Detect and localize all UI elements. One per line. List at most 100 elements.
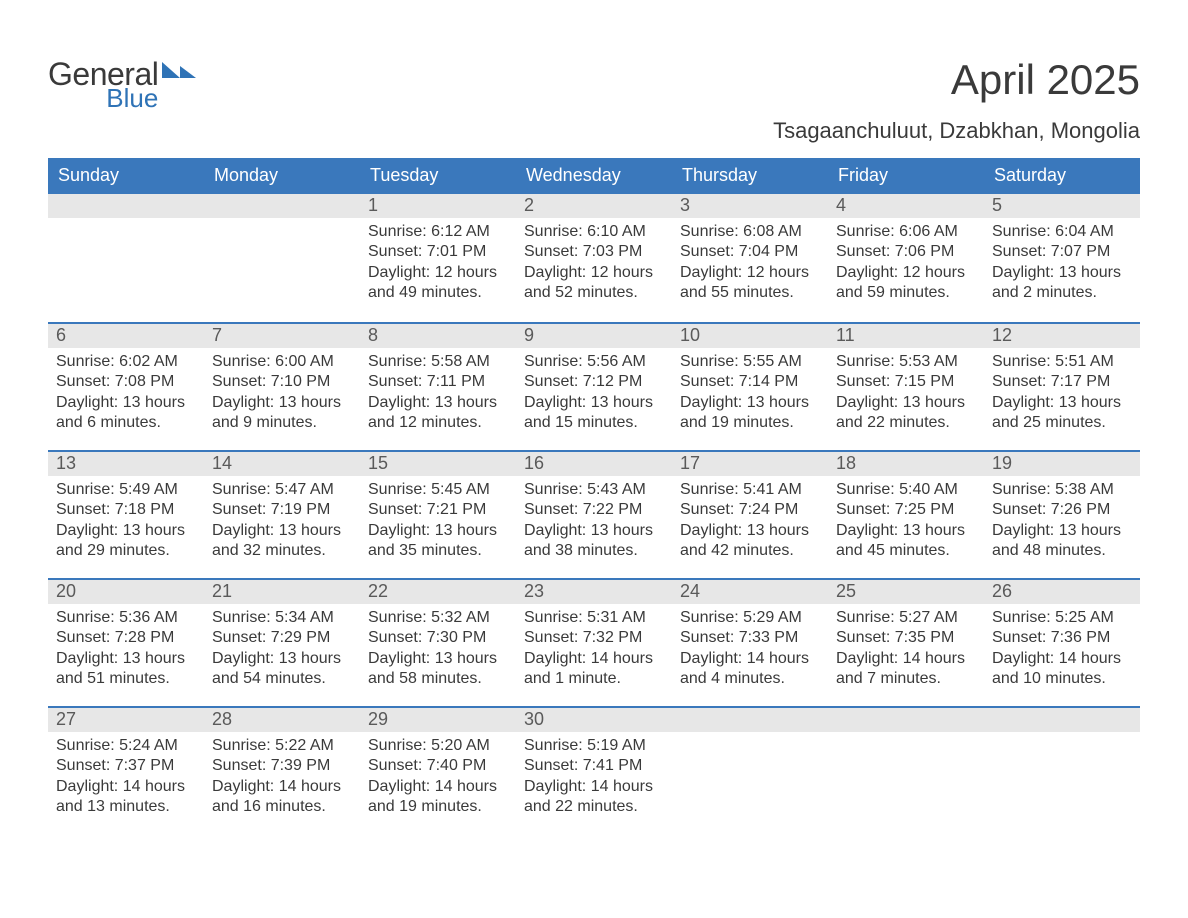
day-number: 8	[360, 324, 516, 348]
day-number: 23	[516, 580, 672, 604]
day-body: Sunrise: 5:41 AMSunset: 7:24 PMDaylight:…	[672, 476, 828, 574]
calendar-day	[48, 194, 204, 322]
day-body: Sunrise: 6:00 AMSunset: 7:10 PMDaylight:…	[204, 348, 360, 446]
sunrise-line: Sunrise: 5:53 AM	[836, 352, 976, 372]
day-body: Sunrise: 5:25 AMSunset: 7:36 PMDaylight:…	[984, 604, 1140, 702]
sunset-line: Sunset: 7:11 PM	[368, 372, 508, 392]
calendar-day: 25Sunrise: 5:27 AMSunset: 7:35 PMDayligh…	[828, 580, 984, 706]
sunrise-line: Sunrise: 5:20 AM	[368, 736, 508, 756]
calendar-day: 30Sunrise: 5:19 AMSunset: 7:41 PMDayligh…	[516, 708, 672, 834]
day-body: Sunrise: 5:51 AMSunset: 7:17 PMDaylight:…	[984, 348, 1140, 446]
weekday-header: Wednesday	[516, 158, 672, 194]
calendar-day	[204, 194, 360, 322]
day-number: 24	[672, 580, 828, 604]
daylight-line: Daylight: 14 hours and 22 minutes.	[524, 777, 664, 818]
weekday-header: Thursday	[672, 158, 828, 194]
logo-flag-icon	[162, 60, 196, 89]
calendar-day: 21Sunrise: 5:34 AMSunset: 7:29 PMDayligh…	[204, 580, 360, 706]
sunrise-line: Sunrise: 6:00 AM	[212, 352, 352, 372]
sunrise-line: Sunrise: 5:49 AM	[56, 480, 196, 500]
calendar-week: 1Sunrise: 6:12 AMSunset: 7:01 PMDaylight…	[48, 194, 1140, 322]
daylight-line: Daylight: 13 hours and 45 minutes.	[836, 521, 976, 562]
location-subtitle: Tsagaanchuluut, Dzabkhan, Mongolia	[773, 118, 1140, 144]
day-body: Sunrise: 5:40 AMSunset: 7:25 PMDaylight:…	[828, 476, 984, 574]
day-body: Sunrise: 5:58 AMSunset: 7:11 PMDaylight:…	[360, 348, 516, 446]
sunrise-line: Sunrise: 5:31 AM	[524, 608, 664, 628]
daylight-line: Daylight: 14 hours and 4 minutes.	[680, 649, 820, 690]
sunrise-line: Sunrise: 5:19 AM	[524, 736, 664, 756]
day-number: 7	[204, 324, 360, 348]
day-body: Sunrise: 5:29 AMSunset: 7:33 PMDaylight:…	[672, 604, 828, 702]
weekday-header: Sunday	[48, 158, 204, 194]
sunset-line: Sunset: 7:06 PM	[836, 242, 976, 262]
sunrise-line: Sunrise: 6:04 AM	[992, 222, 1132, 242]
day-body: Sunrise: 6:04 AMSunset: 7:07 PMDaylight:…	[984, 218, 1140, 316]
day-body: Sunrise: 5:45 AMSunset: 7:21 PMDaylight:…	[360, 476, 516, 574]
daylight-line: Daylight: 13 hours and 12 minutes.	[368, 393, 508, 434]
day-body	[828, 732, 984, 748]
day-number	[48, 194, 204, 218]
sunset-line: Sunset: 7:30 PM	[368, 628, 508, 648]
calendar-day: 13Sunrise: 5:49 AMSunset: 7:18 PMDayligh…	[48, 452, 204, 578]
calendar-day: 4Sunrise: 6:06 AMSunset: 7:06 PMDaylight…	[828, 194, 984, 322]
daylight-line: Daylight: 13 hours and 48 minutes.	[992, 521, 1132, 562]
day-body: Sunrise: 5:55 AMSunset: 7:14 PMDaylight:…	[672, 348, 828, 446]
day-number: 15	[360, 452, 516, 476]
calendar-day: 29Sunrise: 5:20 AMSunset: 7:40 PMDayligh…	[360, 708, 516, 834]
sunrise-line: Sunrise: 5:29 AM	[680, 608, 820, 628]
day-number: 16	[516, 452, 672, 476]
sunset-line: Sunset: 7:24 PM	[680, 500, 820, 520]
sunrise-line: Sunrise: 5:34 AM	[212, 608, 352, 628]
day-body: Sunrise: 5:20 AMSunset: 7:40 PMDaylight:…	[360, 732, 516, 830]
day-number: 30	[516, 708, 672, 732]
daylight-line: Daylight: 14 hours and 16 minutes.	[212, 777, 352, 818]
sunrise-line: Sunrise: 5:32 AM	[368, 608, 508, 628]
day-number: 28	[204, 708, 360, 732]
day-body: Sunrise: 5:19 AMSunset: 7:41 PMDaylight:…	[516, 732, 672, 830]
day-body: Sunrise: 5:32 AMSunset: 7:30 PMDaylight:…	[360, 604, 516, 702]
sunrise-line: Sunrise: 6:06 AM	[836, 222, 976, 242]
calendar-body: 1Sunrise: 6:12 AMSunset: 7:01 PMDaylight…	[48, 194, 1140, 834]
sunset-line: Sunset: 7:14 PM	[680, 372, 820, 392]
sunset-line: Sunset: 7:01 PM	[368, 242, 508, 262]
sunrise-line: Sunrise: 5:58 AM	[368, 352, 508, 372]
day-number: 18	[828, 452, 984, 476]
sunrise-line: Sunrise: 5:24 AM	[56, 736, 196, 756]
day-body: Sunrise: 5:27 AMSunset: 7:35 PMDaylight:…	[828, 604, 984, 702]
calendar-day: 20Sunrise: 5:36 AMSunset: 7:28 PMDayligh…	[48, 580, 204, 706]
sunset-line: Sunset: 7:40 PM	[368, 756, 508, 776]
sunrise-line: Sunrise: 5:22 AM	[212, 736, 352, 756]
calendar-day: 6Sunrise: 6:02 AMSunset: 7:08 PMDaylight…	[48, 324, 204, 450]
sunset-line: Sunset: 7:29 PM	[212, 628, 352, 648]
sunrise-line: Sunrise: 6:08 AM	[680, 222, 820, 242]
calendar-week: 20Sunrise: 5:36 AMSunset: 7:28 PMDayligh…	[48, 578, 1140, 706]
day-number	[984, 708, 1140, 732]
weekday-header: Friday	[828, 158, 984, 194]
day-body: Sunrise: 5:24 AMSunset: 7:37 PMDaylight:…	[48, 732, 204, 830]
weekday-header: Tuesday	[360, 158, 516, 194]
daylight-line: Daylight: 12 hours and 59 minutes.	[836, 263, 976, 304]
day-number: 29	[360, 708, 516, 732]
day-number: 2	[516, 194, 672, 218]
day-body: Sunrise: 5:38 AMSunset: 7:26 PMDaylight:…	[984, 476, 1140, 574]
day-body: Sunrise: 6:08 AMSunset: 7:04 PMDaylight:…	[672, 218, 828, 316]
day-body: Sunrise: 5:47 AMSunset: 7:19 PMDaylight:…	[204, 476, 360, 574]
calendar-day: 26Sunrise: 5:25 AMSunset: 7:36 PMDayligh…	[984, 580, 1140, 706]
daylight-line: Daylight: 14 hours and 7 minutes.	[836, 649, 976, 690]
day-number	[672, 708, 828, 732]
day-body: Sunrise: 5:43 AMSunset: 7:22 PMDaylight:…	[516, 476, 672, 574]
day-body	[48, 218, 204, 234]
day-number	[204, 194, 360, 218]
sunset-line: Sunset: 7:21 PM	[368, 500, 508, 520]
daylight-line: Daylight: 12 hours and 49 minutes.	[368, 263, 508, 304]
calendar-day: 17Sunrise: 5:41 AMSunset: 7:24 PMDayligh…	[672, 452, 828, 578]
day-body: Sunrise: 5:34 AMSunset: 7:29 PMDaylight:…	[204, 604, 360, 702]
day-number: 27	[48, 708, 204, 732]
calendar-week: 6Sunrise: 6:02 AMSunset: 7:08 PMDaylight…	[48, 322, 1140, 450]
sunset-line: Sunset: 7:33 PM	[680, 628, 820, 648]
sunrise-line: Sunrise: 5:47 AM	[212, 480, 352, 500]
calendar-day: 10Sunrise: 5:55 AMSunset: 7:14 PMDayligh…	[672, 324, 828, 450]
day-body	[672, 732, 828, 748]
day-number: 14	[204, 452, 360, 476]
day-number: 10	[672, 324, 828, 348]
